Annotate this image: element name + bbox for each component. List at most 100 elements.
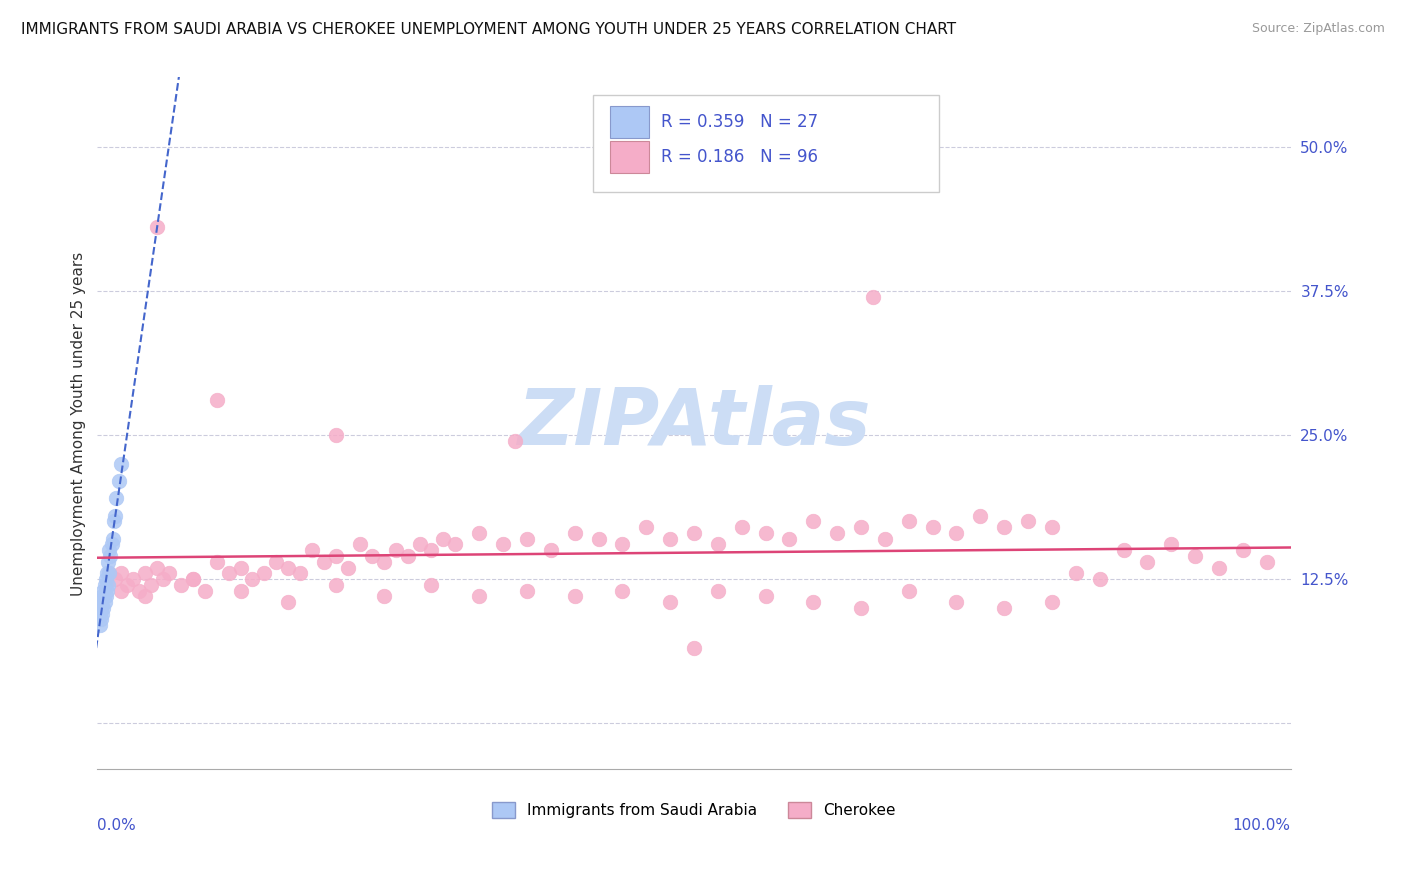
Point <box>516 532 538 546</box>
Point <box>312 555 335 569</box>
Point <box>253 566 276 581</box>
Point <box>873 532 896 546</box>
Point <box>1160 537 1182 551</box>
Point <box>97 578 120 592</box>
Point <box>420 543 443 558</box>
Point <box>91 590 114 604</box>
Point <box>731 520 754 534</box>
Point <box>1040 520 1063 534</box>
FancyBboxPatch shape <box>592 95 939 192</box>
Point <box>636 520 658 534</box>
Point <box>1208 560 1230 574</box>
Point <box>1112 543 1135 558</box>
Point <box>97 555 120 569</box>
Point <box>94 572 117 586</box>
Text: 100.0%: 100.0% <box>1233 818 1291 833</box>
Point <box>468 590 491 604</box>
Point <box>707 583 730 598</box>
Point <box>801 595 824 609</box>
Point <box>96 566 118 581</box>
Point <box>122 572 145 586</box>
Text: IMMIGRANTS FROM SAUDI ARABIA VS CHEROKEE UNEMPLOYMENT AMONG YOUTH UNDER 25 YEARS: IMMIGRANTS FROM SAUDI ARABIA VS CHEROKEE… <box>21 22 956 37</box>
Point <box>157 566 180 581</box>
Point <box>266 555 288 569</box>
Point <box>205 393 228 408</box>
Point <box>105 491 128 506</box>
Text: R = 0.186   N = 96: R = 0.186 N = 96 <box>661 148 817 166</box>
Point <box>432 532 454 546</box>
Point <box>993 520 1015 534</box>
Point <box>1017 515 1039 529</box>
Point <box>849 520 872 534</box>
Point <box>612 583 634 598</box>
Text: 0.0%: 0.0% <box>97 818 136 833</box>
Point <box>181 572 204 586</box>
Point <box>444 537 467 551</box>
Point <box>468 525 491 540</box>
Text: Source: ZipAtlas.com: Source: ZipAtlas.com <box>1251 22 1385 36</box>
Point <box>93 595 115 609</box>
Point <box>921 520 943 534</box>
Point <box>229 583 252 598</box>
Point <box>564 525 586 540</box>
Point <box>139 578 162 592</box>
Point <box>229 560 252 574</box>
Point <box>540 543 562 558</box>
Point <box>91 607 114 621</box>
Point <box>1136 555 1159 569</box>
Point <box>205 555 228 569</box>
Point <box>778 532 800 546</box>
Point <box>516 583 538 598</box>
Point <box>110 457 132 471</box>
Point <box>420 578 443 592</box>
Point <box>683 525 706 540</box>
Point <box>104 508 127 523</box>
Point <box>146 560 169 574</box>
Point <box>277 595 299 609</box>
Point <box>91 583 114 598</box>
Point <box>1184 549 1206 563</box>
Point <box>134 590 156 604</box>
Y-axis label: Unemployment Among Youth under 25 years: Unemployment Among Youth under 25 years <box>72 252 86 596</box>
Point <box>101 532 124 546</box>
Point <box>91 600 114 615</box>
Point <box>146 220 169 235</box>
Point <box>218 566 240 581</box>
Point <box>325 428 347 442</box>
Point <box>825 525 848 540</box>
Point <box>588 532 610 546</box>
Legend: Immigrants from Saudi Arabia, Cherokee: Immigrants from Saudi Arabia, Cherokee <box>486 796 901 824</box>
Point <box>862 289 884 303</box>
FancyBboxPatch shape <box>610 106 648 138</box>
Point <box>90 612 112 626</box>
Point <box>384 543 406 558</box>
Point <box>170 578 193 592</box>
Point <box>396 549 419 563</box>
Point <box>98 566 121 581</box>
Point <box>349 537 371 551</box>
Point <box>100 537 122 551</box>
Text: R = 0.359   N = 27: R = 0.359 N = 27 <box>661 113 818 131</box>
Point <box>755 525 778 540</box>
Point <box>93 578 115 592</box>
Point <box>89 595 111 609</box>
Text: ZIPAtlas: ZIPAtlas <box>517 385 870 461</box>
FancyBboxPatch shape <box>610 141 648 173</box>
Point <box>1232 543 1254 558</box>
Point <box>945 525 967 540</box>
Point <box>152 572 174 586</box>
Point <box>104 572 127 586</box>
Point <box>301 543 323 558</box>
Point <box>134 566 156 581</box>
Point <box>801 515 824 529</box>
Point <box>100 549 122 563</box>
Point <box>110 583 132 598</box>
Point <box>242 572 264 586</box>
Point <box>89 618 111 632</box>
Point <box>683 641 706 656</box>
Point <box>1256 555 1278 569</box>
Point <box>849 600 872 615</box>
Point <box>181 572 204 586</box>
Point <box>1088 572 1111 586</box>
Point <box>128 583 150 598</box>
